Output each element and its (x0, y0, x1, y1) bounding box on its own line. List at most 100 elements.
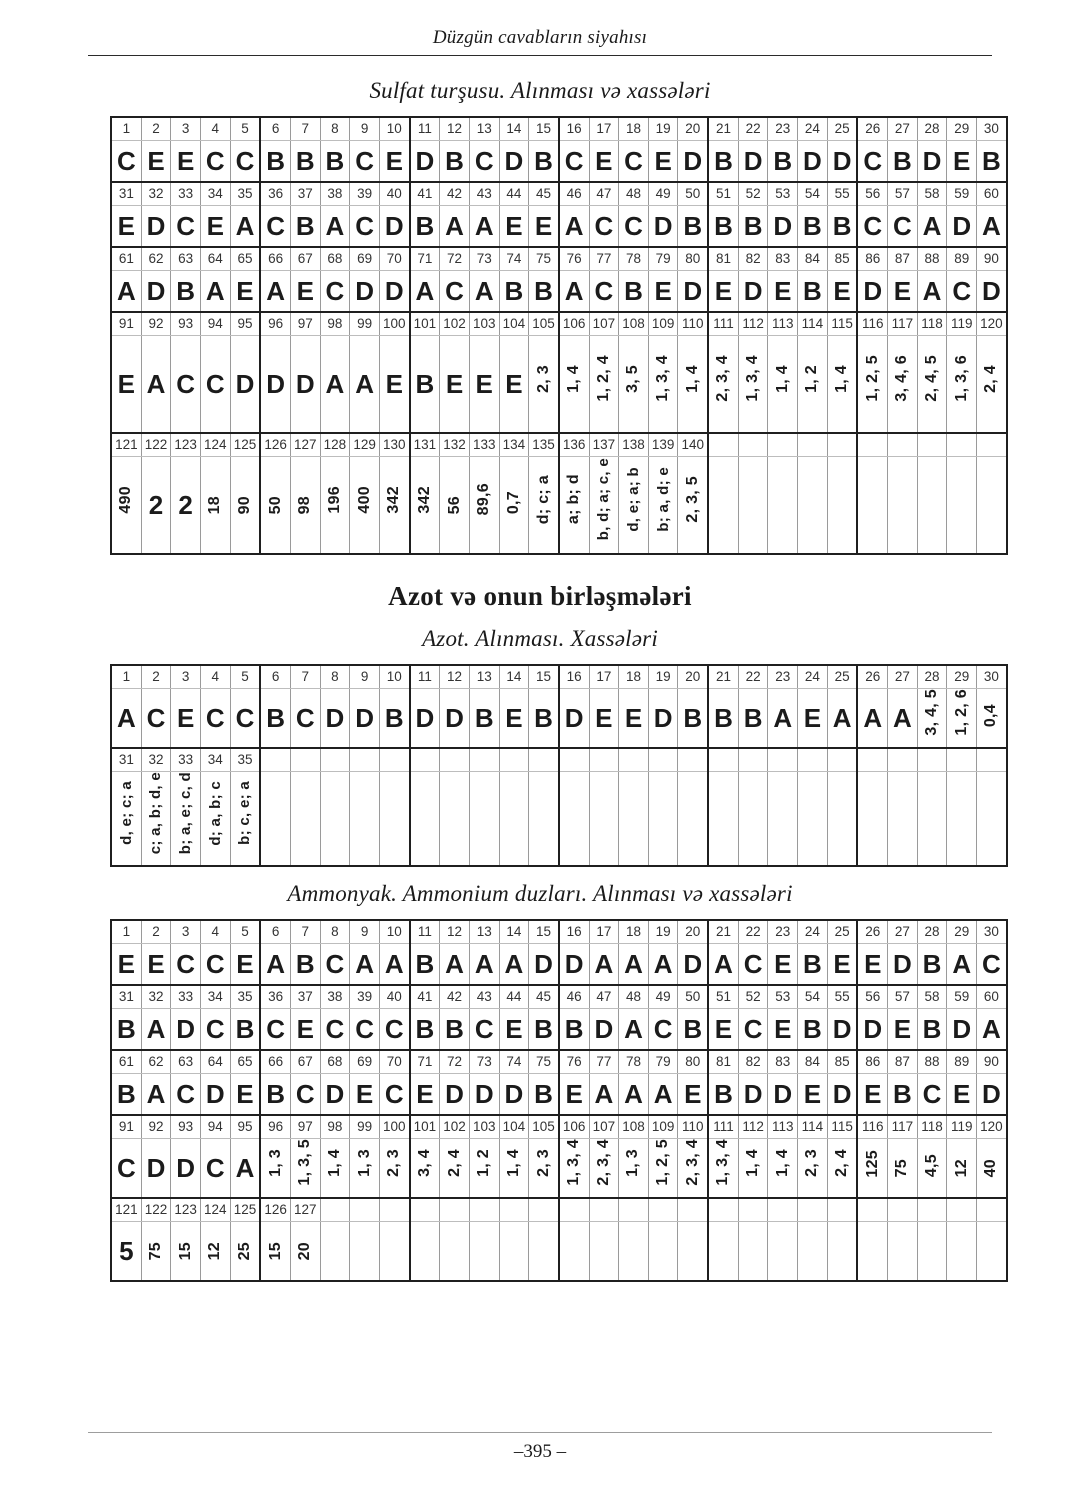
answer-cell: 2, 3 (378, 1138, 411, 1200)
answer-cell: 2, 4 (976, 335, 1008, 434)
question-number-cell: 10 (378, 664, 411, 689)
question-number-cell: 37 (289, 984, 321, 1010)
question-number-cell: 20 (677, 919, 709, 945)
answer-value-rotated: 1, 3, 4 (654, 355, 672, 402)
answer-value-rotated: 342 (385, 486, 403, 514)
question-number-cell: 4 (199, 116, 231, 141)
answer-cell: C (259, 1008, 291, 1052)
question-number-cell: 31 (110, 181, 142, 206)
answer-cell: C (319, 943, 351, 987)
answer-cell: 342 (408, 456, 441, 554)
question-number-cell: 46 (557, 181, 590, 206)
answer-cell: D (737, 140, 769, 183)
answer-value-rotated: 15 (266, 1241, 284, 1261)
answer-cell (887, 1221, 918, 1282)
answer-value-rotated: 2, 3 (534, 1149, 552, 1178)
question-number-cell: 22 (737, 664, 769, 689)
question-number-cell: 109 (647, 311, 679, 336)
question-number-cell: 30 (976, 919, 1008, 945)
answer-table-wrapper: 1 2 3 4 5 6 7 8 9 10 11 12 13 14 15 16 17 18 19 20 21 22 23 24 2… (110, 919, 1008, 1283)
question-number-cell: 53 (767, 984, 799, 1010)
answer-cell: D (588, 1008, 620, 1052)
section-azot: Azot və onun birləşmələri Azot. Alınması.… (0, 581, 1080, 868)
answer-cell: D (349, 270, 380, 313)
answer-cell (439, 1221, 470, 1282)
question-number-cell: 112 (737, 1114, 769, 1140)
question-number-cell: 69 (349, 246, 380, 271)
question-number-cell: 114 (797, 311, 828, 336)
answer-cell: 75 (140, 1221, 172, 1282)
answer-cell: B (528, 688, 560, 749)
question-number-cell: 3 (170, 664, 201, 689)
answer-cell: 1, 4 (767, 335, 799, 434)
answer-cell (468, 771, 500, 867)
question-number-cell: 118 (916, 1114, 948, 1140)
answer-value-rotated: 1, 3, 5 (296, 1139, 314, 1187)
answer-cell: C (588, 270, 620, 313)
answer-cell: D (319, 688, 351, 749)
answer-cell (557, 1221, 590, 1282)
question-number-cell: 117 (887, 1114, 918, 1140)
question-number-cell: 12 (439, 116, 470, 141)
answer-cell: B (677, 688, 709, 749)
question-number-cell: 9 (349, 664, 380, 689)
question-number-cell: 107 (588, 311, 620, 336)
answer-value-rotated: 1, 2, 5 (863, 355, 881, 402)
answer-cell: D (677, 270, 709, 313)
answer-value-rotated: 2, 3 (803, 1149, 821, 1178)
answer-cell: E (170, 688, 201, 749)
answer-cell: E (110, 205, 142, 248)
answer-cell: b; a, e; c, d (170, 771, 201, 867)
question-number-cell: 11 (408, 919, 441, 945)
question-number-cell: 5 (229, 664, 261, 689)
question-number-cell: 62 (140, 246, 172, 271)
answer-cell: E (767, 1008, 799, 1052)
answer-value-rotated: 1, 2, 4 (594, 355, 612, 402)
question-number-cell: 47 (588, 181, 620, 206)
answer-value-rotated: c; a, b; d, e (147, 772, 165, 855)
question-number-cell: 61 (110, 1049, 142, 1075)
answer-cell (647, 771, 679, 867)
question-number-cell: 13 (468, 116, 500, 141)
answer-cell: A (826, 688, 858, 749)
answer-table-ammonyak: 1 2 3 4 5 6 7 8 9 10 11 12 13 14 15 16 17 18 19 20 21 22 23 24 2… (110, 919, 1008, 1283)
answer-cell: C (618, 205, 649, 248)
answer-cell: A (408, 270, 441, 313)
question-number-cell: 26 (856, 116, 889, 141)
question-number-cell: 93 (170, 1114, 201, 1140)
question-number-cell: 19 (647, 664, 679, 689)
answer-cell: C (170, 205, 201, 248)
question-number-cell: 33 (170, 984, 201, 1010)
question-number-cell: 31 (110, 984, 142, 1010)
answer-cell (976, 456, 1008, 554)
answer-cell: A (707, 943, 739, 987)
question-number-cell: 24 (797, 664, 828, 689)
question-number-cell: 98 (319, 311, 351, 336)
question-number-cell: 2 (140, 116, 172, 141)
answer-cell (916, 1221, 948, 1282)
question-number-cell: 17 (588, 919, 620, 945)
answer-value-rotated: 1, 2 (475, 1149, 493, 1178)
answer-cell: E (289, 1008, 321, 1052)
answer-cell: B (707, 688, 739, 749)
question-number-cell: 40 (378, 984, 411, 1010)
question-number-cell (767, 747, 799, 772)
question-number-cell: 44 (498, 181, 530, 206)
answer-cell: 90 (229, 456, 261, 554)
question-number-cell: 86 (856, 246, 889, 271)
answer-value-rotated: 2, 3, 4 (714, 355, 732, 402)
question-number-cell: 32 (140, 747, 172, 772)
question-number-cell: 61 (110, 246, 142, 271)
answer-cell: D (976, 270, 1008, 313)
question-number-cell: 60 (976, 984, 1008, 1010)
answer-cell: E (677, 1073, 709, 1117)
answer-cell: 89,6 (468, 456, 500, 554)
question-number-cell: 104 (498, 1114, 530, 1140)
answer-cell: C (170, 1073, 201, 1117)
question-number-cell (707, 747, 739, 772)
question-number-cell: 74 (498, 246, 530, 271)
answer-cell: A (378, 943, 411, 987)
answer-cell: A (618, 1008, 649, 1052)
question-number-cell: 102 (439, 311, 470, 336)
answer-value-rotated: 1, 3 (266, 1149, 284, 1178)
